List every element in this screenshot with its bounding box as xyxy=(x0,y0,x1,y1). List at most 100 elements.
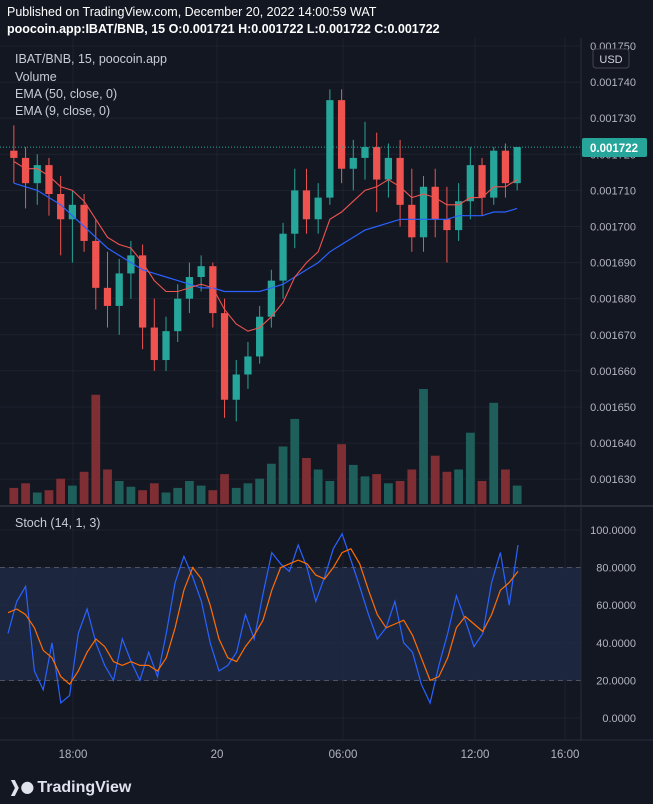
tradingview-logo[interactable]: ❱● TradingView xyxy=(8,777,131,797)
candle-body xyxy=(443,219,451,231)
candle-body xyxy=(431,186,439,220)
candle-body xyxy=(45,165,53,194)
legend-ema50[interactable]: EMA (50, close, 0) xyxy=(15,87,118,101)
legend-volume[interactable]: Volume xyxy=(15,70,57,84)
ema9-line xyxy=(13,161,518,332)
volume-bar xyxy=(255,478,265,504)
volume-bar xyxy=(302,458,311,504)
currency-label: USD xyxy=(599,54,622,66)
time-tick-label: 16:00 xyxy=(551,749,580,761)
stoch-band xyxy=(0,567,581,681)
time-axis[interactable]: 18:00 20 06:00 12:00 16:00 xyxy=(59,749,580,761)
candle-body xyxy=(197,266,205,278)
candle-body xyxy=(68,204,77,220)
candle-body xyxy=(361,147,369,158)
candle-body xyxy=(337,100,346,169)
volume-bar xyxy=(103,469,112,504)
candle-body xyxy=(256,316,264,357)
volume-bar xyxy=(337,444,346,504)
candle-body xyxy=(513,147,521,184)
volume-bars xyxy=(9,389,522,504)
price-tick-label: 0.001670 xyxy=(590,330,636,342)
volume-bar xyxy=(442,471,452,504)
volume-bar xyxy=(9,487,19,504)
volume-bar xyxy=(266,463,276,504)
price-tick-label: 0.001630 xyxy=(590,474,636,486)
candle-body xyxy=(80,204,88,241)
candle-body xyxy=(103,287,112,306)
volume-bar xyxy=(185,481,194,504)
candle-body xyxy=(244,356,252,375)
candle-body xyxy=(174,298,182,332)
candle-body xyxy=(349,157,357,169)
volume-bar xyxy=(313,469,323,504)
volume-bar xyxy=(325,481,335,504)
volume-bar xyxy=(430,455,440,504)
volume-bar xyxy=(489,402,499,504)
candle-body xyxy=(92,240,100,288)
volume-bar xyxy=(477,481,487,504)
price-axis[interactable]: 0.0017500.0017400.0017300.0017200.001710… xyxy=(590,41,636,486)
time-tick-label: 12:00 xyxy=(461,749,490,761)
volume-bar xyxy=(44,490,54,504)
candle-body xyxy=(150,327,158,361)
time-tick-label: 20 xyxy=(211,749,224,761)
volume-bar xyxy=(161,492,171,504)
legend-ema9[interactable]: EMA (9, close, 0) xyxy=(15,104,111,118)
candle-body xyxy=(396,157,404,205)
price-tick-label: 0.001690 xyxy=(590,258,636,270)
candle-body xyxy=(291,190,299,234)
candle-body xyxy=(302,190,311,220)
symbol-ohlc-line: poocoin.app:IBAT/BNB, 15 O:0.001721 H:0.… xyxy=(7,22,440,36)
time-tick-label: 06:00 xyxy=(329,749,358,761)
currency-badge[interactable] xyxy=(592,48,630,69)
candle-body xyxy=(408,204,416,238)
legend-stoch[interactable]: Stoch (14, 1, 3) xyxy=(15,516,101,530)
volume-bar xyxy=(501,469,510,504)
volume-bar xyxy=(278,446,288,504)
volume-bar xyxy=(243,483,253,504)
candle-body xyxy=(384,157,393,180)
volume-bar xyxy=(114,481,124,504)
price-tick-label: 0.001730 xyxy=(590,113,636,125)
volume-bar xyxy=(290,418,300,504)
candle-body xyxy=(115,273,123,306)
volume-bar xyxy=(32,492,42,504)
candle-body xyxy=(232,374,240,400)
symbol-label: poocoin.app:IBAT/BNB, 15 xyxy=(7,22,166,36)
volume-bar xyxy=(372,474,382,504)
stoch-tick-label: 60.0000 xyxy=(596,600,636,612)
stoch-d-line xyxy=(7,548,519,686)
volume-bar xyxy=(91,394,101,504)
candle-body xyxy=(478,165,486,198)
time-tick-label: 18:00 xyxy=(59,749,88,761)
candle-body xyxy=(138,255,147,328)
volume-bar xyxy=(395,481,405,504)
volume-bar xyxy=(512,485,522,504)
volume-bar xyxy=(465,432,475,504)
candles xyxy=(10,89,521,422)
candle-body xyxy=(419,186,428,238)
main-legend-title[interactable]: IBAT/BNB, 15, poocoin.app xyxy=(15,52,167,66)
price-tick-label: 0.001650 xyxy=(590,402,636,414)
candle-body xyxy=(21,157,30,184)
volume-bar xyxy=(21,483,30,504)
candle-body xyxy=(220,313,229,400)
volume-bar xyxy=(384,483,393,504)
volume-bar xyxy=(126,486,136,504)
volume-bar xyxy=(56,478,66,504)
volume-bar xyxy=(454,469,464,504)
price-tick-label: 0.001640 xyxy=(590,438,636,450)
volume-bar xyxy=(173,487,183,504)
volume-bar xyxy=(208,490,218,504)
stoch-axis[interactable]: 100.0000 80.0000 60.0000 40.0000 20.0000 0.00… xyxy=(590,525,636,725)
stoch-tick-label: 100.0000 xyxy=(590,525,636,537)
candle-body xyxy=(209,266,217,314)
candle-body xyxy=(466,165,474,202)
candle-body xyxy=(267,280,275,317)
volume-bar xyxy=(79,471,89,504)
price-tick-label: 0.001710 xyxy=(590,185,636,197)
footer-bar xyxy=(0,767,653,804)
last-price-badge xyxy=(582,138,647,157)
